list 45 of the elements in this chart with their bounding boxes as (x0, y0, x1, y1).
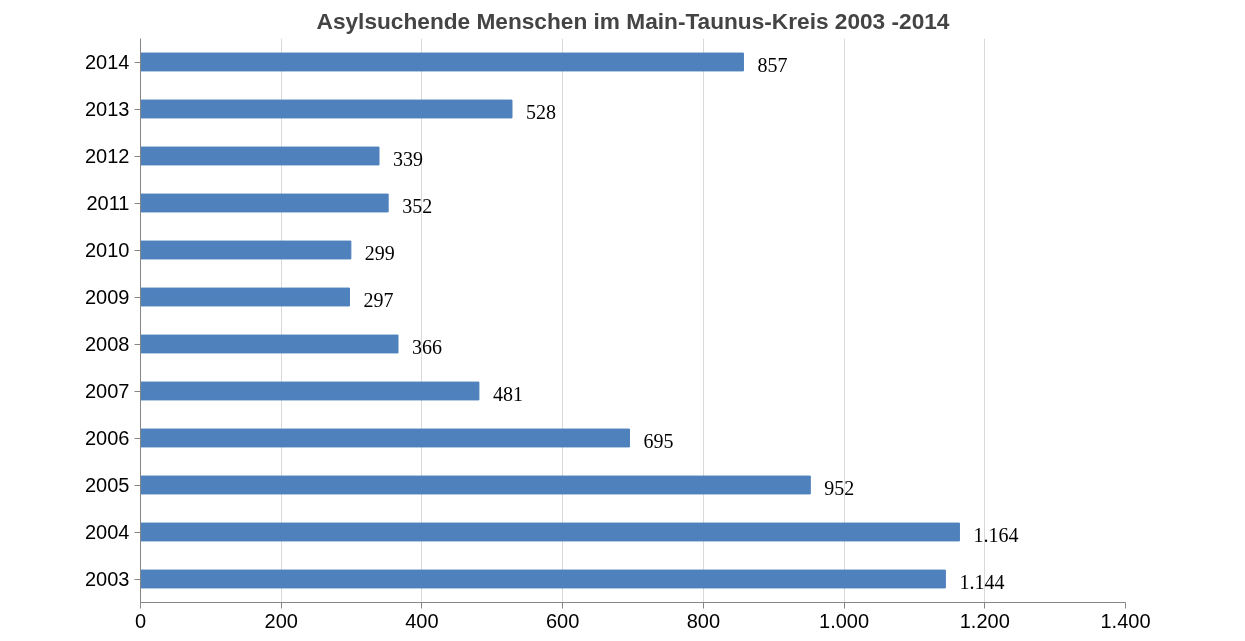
x-tick-label: 1.000 (819, 609, 870, 632)
bar (140, 287, 350, 307)
bar (140, 334, 399, 354)
data-label: 1.144 (959, 571, 1005, 593)
x-tick-label: 600 (545, 609, 580, 632)
data-label: 339 (393, 148, 424, 170)
data-label: 1.164 (973, 524, 1019, 546)
y-tick-label: 2006 (85, 427, 130, 449)
y-tick-label: 2007 (85, 380, 130, 402)
x-tick-label: 1.400 (1100, 609, 1151, 632)
data-label: 528 (525, 101, 556, 123)
y-tick-label: 2013 (85, 98, 130, 120)
bar (140, 569, 946, 589)
bar (140, 522, 960, 542)
x-tick-label: 1.200 (959, 609, 1010, 632)
bar (140, 381, 480, 401)
data-label: 352 (402, 195, 433, 217)
y-tick-label: 2003 (85, 568, 130, 590)
y-tick-label: 2009 (85, 286, 130, 308)
data-label: 299 (364, 242, 395, 264)
bar (140, 475, 811, 495)
data-label: 481 (492, 383, 523, 405)
x-tick-label: 800 (686, 609, 721, 632)
x-tick-label: 200 (264, 609, 298, 632)
y-tick-label: 2010 (85, 239, 130, 261)
y-tick-label: 2004 (85, 521, 130, 543)
bar (140, 52, 744, 72)
bar (140, 146, 380, 166)
data-label: 297 (363, 289, 394, 311)
data-label: 695 (643, 430, 674, 452)
y-tick-label: 2012 (85, 145, 130, 167)
x-tick-label: 0 (134, 609, 147, 632)
bar (140, 193, 389, 213)
y-tick-label: 2008 (85, 333, 130, 355)
bar (140, 428, 630, 448)
chart-title: Asylsuchende Menschen im Main-Taunus-Kreis 2003 -2014 (316, 7, 950, 34)
bar (140, 99, 513, 119)
bar (140, 240, 352, 260)
y-tick-label: 2014 (85, 51, 130, 73)
data-label: 952 (824, 477, 855, 499)
data-label: 857 (757, 54, 788, 76)
x-tick-label: 400 (405, 609, 439, 632)
data-label: 366 (412, 336, 443, 358)
y-tick-label: 2005 (85, 474, 130, 496)
y-tick-label: 2011 (86, 192, 130, 214)
